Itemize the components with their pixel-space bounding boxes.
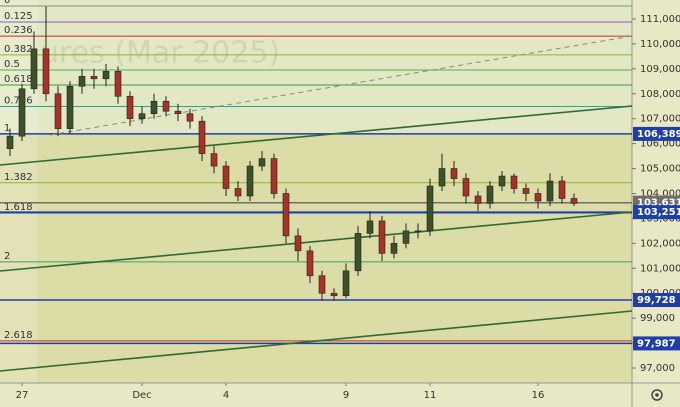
trend-line [0,105,633,166]
time-axis [0,383,632,407]
candle-body [270,158,278,194]
candle-body [366,220,374,234]
candle-body [138,113,146,119]
candle-body [66,85,74,129]
y-tick-label: 111,000 [640,14,680,25]
price-tag [633,293,680,308]
x-tick-label: 9 [343,390,349,401]
lower-zone [0,135,632,383]
y-tick-label: 109,000 [640,64,680,75]
y-tick-label: 97,000 [640,363,675,374]
fib-label: 0.125 [4,11,33,22]
price-tag [633,336,680,351]
fib-label: 1.618 [4,202,33,213]
candle-body [30,48,38,90]
candle-body [534,193,542,202]
candle-body [522,188,530,194]
price-tag-label: 103,251 [637,207,680,218]
trend-line [0,310,633,372]
y-tick-label: 101,000 [640,263,680,274]
y-tick-label: 104,000 [640,188,680,199]
price-tag-label: 99,728 [637,295,676,306]
candle-body [462,178,470,197]
fib-label: 0.786 [4,96,33,107]
candle-body [102,71,110,80]
fib-label: 1.382 [4,172,33,183]
candle-body [258,158,266,167]
candle-body [150,100,158,115]
y-tick-label: 99,000 [640,313,675,324]
price-tag [633,205,680,220]
x-tick-label: 4 [223,390,229,401]
settings-button[interactable] [651,389,663,401]
fib-label: 0 [4,0,10,6]
y-tick-label: 110,000 [640,39,680,50]
candle-body [510,175,518,189]
fib-label: 2.618 [4,330,33,341]
watermark: ures (Mar 2025) [40,36,280,71]
candle-body [90,76,98,80]
candle-body [402,230,410,244]
upper-zone [0,0,632,135]
fib-label: 2 [4,251,10,262]
candle-body [546,180,554,202]
candle-body [198,120,206,154]
candle-body [222,165,230,189]
candle-body [78,76,86,87]
candle-body [354,233,362,272]
candle-body [114,71,122,97]
candle-body [6,135,14,149]
candle-body [126,95,134,119]
candle-body [294,235,302,252]
fib-label: 0.382 [4,44,33,55]
candle-body [426,185,434,232]
candle-body [162,100,170,112]
candle-body [378,220,386,254]
y-tick-label: 102,000 [640,238,680,249]
y-tick-label: 107,000 [640,114,680,125]
fib-label: 0.236 [4,25,33,36]
candle-body [438,168,446,187]
candle-body [186,113,194,122]
price-tag-label: 106,389 [637,129,680,140]
fib-label: 1 [4,123,10,134]
fib-label: 0.618 [4,74,33,85]
y-tick-label: 106,000 [640,139,680,150]
candle-body [570,198,578,204]
candle-body [450,168,458,179]
price-tag-label: 103,631 [637,198,680,209]
candle-body [330,292,338,297]
x-tick-label: Dec [132,390,151,401]
candle-body [210,153,218,167]
price-tag [633,126,680,141]
y-tick-label: 108,000 [640,89,680,100]
candle-body [282,193,290,237]
candle-body [414,230,422,233]
candle-body [174,110,182,115]
candle-body [18,88,26,137]
fib-label: 0.5 [4,59,20,70]
candle-body [558,180,566,199]
price-tag-label: 97,987 [637,338,676,349]
x-tick-label: 27 [16,390,29,401]
candle-body [390,243,398,254]
candle-body [318,275,326,294]
candle-body [234,188,242,197]
trend-line [0,211,633,272]
candle-body [42,48,50,95]
candle-body [486,185,494,204]
candle-body [246,165,254,197]
x-tick-label: 16 [532,390,545,401]
candle-body [306,250,314,277]
candle-body [342,270,350,297]
y-tick-label: 105,000 [640,164,680,175]
candle-body [54,93,62,129]
candle-body [474,195,482,204]
x-tick-label: 11 [424,390,437,401]
candle-body [498,175,506,187]
